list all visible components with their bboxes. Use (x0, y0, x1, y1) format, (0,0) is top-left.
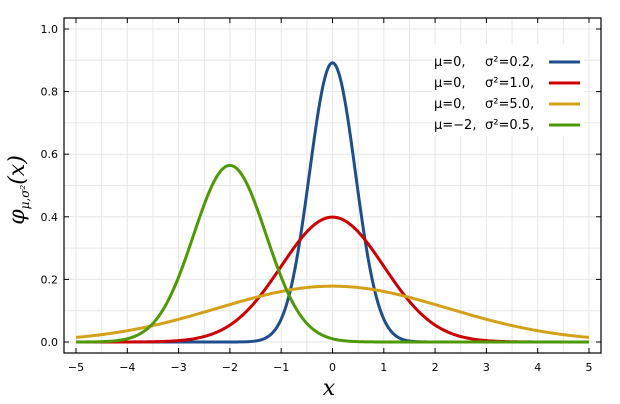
legend-sigma-label: σ²=0.5, (485, 118, 534, 133)
ticks (64, 18, 601, 353)
tick-labels: −5 −4 −3 −2 −1 0 1 2 3 4 5 0.0 0.2 0.4 0.6 0.8 1.0 (41, 23, 593, 374)
x-tick-label: 2 (432, 361, 439, 374)
x-tick-label: 1 (380, 361, 387, 374)
series-line-3 (75, 284, 590, 339)
x-axis-label: x (323, 376, 336, 401)
y-axis-label: φμ,σ²(x) (5, 155, 32, 225)
legend-mu-label: μ=0, (434, 55, 466, 70)
y-axis-label-main: φ (5, 209, 30, 225)
x-tick-label: 5 (586, 361, 593, 374)
x-tick-label: −2 (222, 361, 238, 374)
legend-mu-label: μ=0, (434, 97, 466, 112)
x-tick-label: 0 (329, 361, 336, 374)
y-tick-label: 0.2 (41, 273, 59, 286)
legend: μ=0, σ²=0.2, μ=0, σ²=1.0, μ=0, σ²=5.0, μ=−2, σ²… (432, 44, 584, 136)
series-line-4 (75, 163, 590, 344)
x-tick-label: −1 (273, 361, 289, 374)
x-tick-label: 3 (483, 361, 490, 374)
legend-mu-label: μ=0, (434, 76, 466, 91)
y-tick-label: 0.8 (41, 86, 59, 99)
y-axis-label-sub: μ,σ² (18, 185, 32, 210)
y-tick-label: 0.6 (41, 148, 59, 161)
curves (75, 61, 590, 344)
legend-sigma-label: σ²=5.0, (485, 97, 534, 112)
legend-sigma-label: σ²=0.2, (485, 55, 534, 70)
x-tick-label: −5 (68, 361, 84, 374)
legend-mu-label: μ=−2, (434, 118, 476, 133)
x-tick-label: −4 (119, 361, 135, 374)
y-axis-label-arg: (x) (5, 155, 30, 185)
legend-box (432, 44, 584, 136)
y-tick-label: 1.0 (41, 23, 59, 36)
x-tick-label: 4 (534, 361, 541, 374)
y-tick-label: 0.4 (41, 211, 59, 224)
legend-sigma-label: σ²=1.0, (485, 76, 534, 91)
x-tick-label: −3 (170, 361, 186, 374)
y-tick-label: 0.0 (41, 336, 59, 349)
svg-text:φμ,σ²(x): φμ,σ²(x) (5, 155, 32, 225)
